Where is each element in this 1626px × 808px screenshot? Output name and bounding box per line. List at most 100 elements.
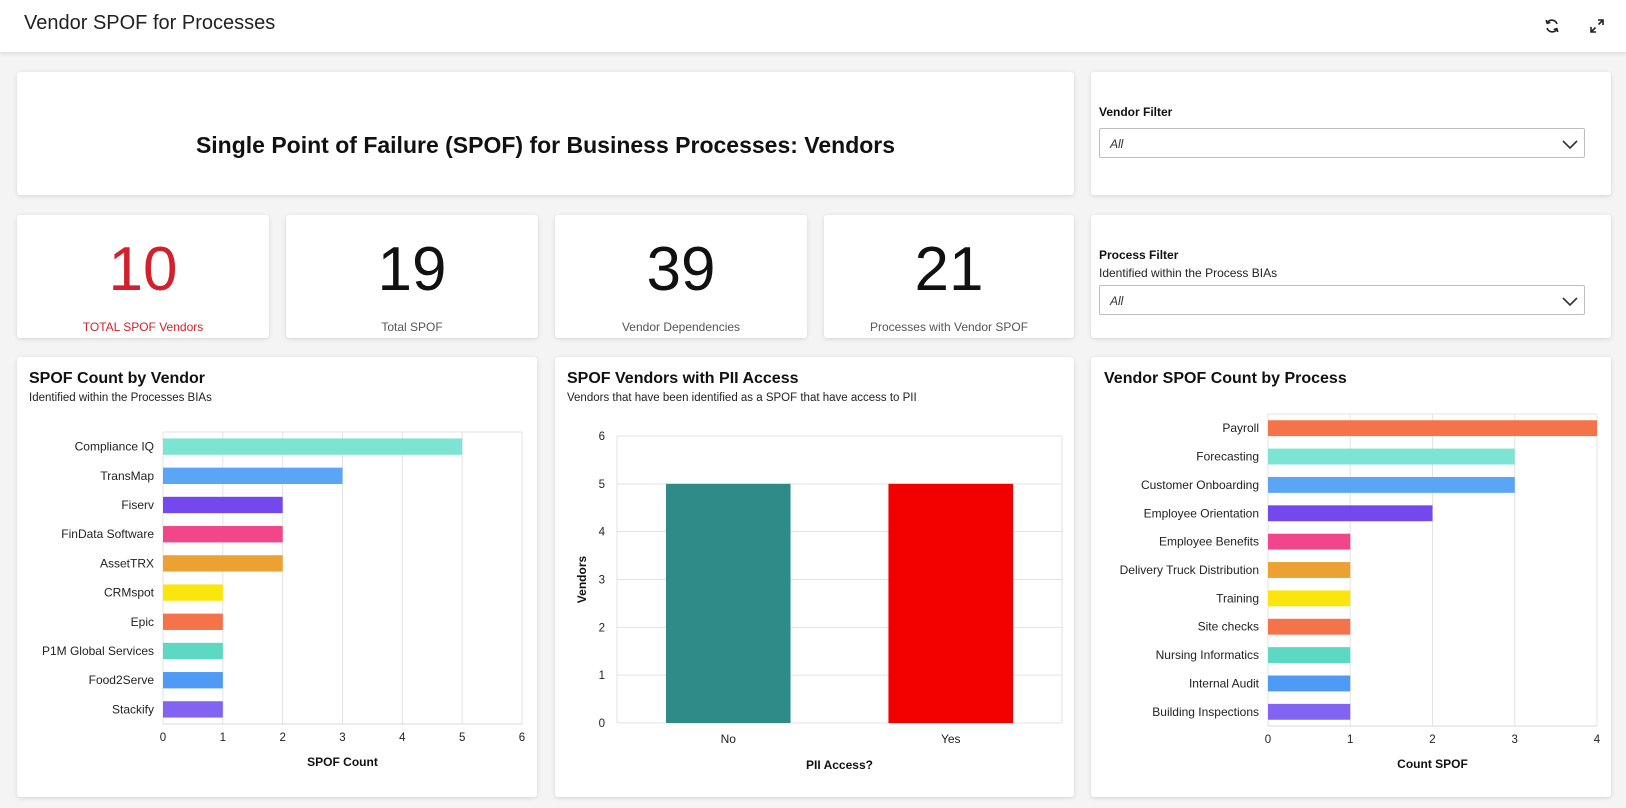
- bar[interactable]: [163, 613, 223, 630]
- chart-title: Vendor SPOF Count by Process: [1104, 370, 1347, 387]
- category-label: Building Inspections: [1152, 705, 1259, 719]
- x-tick-label: 6: [519, 732, 525, 744]
- chart-card-spof-by-vendor: SPOF Count by Vendor Identified within t…: [17, 357, 537, 797]
- bar[interactable]: [163, 642, 223, 660]
- top-bar: Vendor SPOF for Processes: [0, 0, 1626, 52]
- x-tick-label: 1: [1347, 734, 1353, 746]
- pii-access-chart: 0 1 2 3 4 5 6 No Yes PII Access? Vendors: [575, 431, 1063, 772]
- y-tick-label: 2: [599, 622, 605, 634]
- y-tick-label: 6: [599, 431, 605, 443]
- y-tick-label: 1: [599, 670, 605, 682]
- category-label: Yes: [941, 732, 961, 746]
- kpi-label: TOTAL SPOF Vendors: [82, 320, 204, 334]
- chart-card-pii-access: SPOF Vendors with PII Access Vendors tha…: [555, 357, 1074, 797]
- category-label: Stackify: [112, 702, 154, 716]
- x-tick-label: 5: [459, 732, 465, 744]
- bar[interactable]: [163, 672, 223, 689]
- expand-icon[interactable]: [1585, 14, 1609, 38]
- refresh-icon[interactable]: [1540, 14, 1564, 38]
- vendor-filter-label: Vendor Filter: [1099, 105, 1173, 119]
- x-tick-label: 3: [339, 732, 345, 744]
- bar[interactable]: [1268, 533, 1351, 550]
- kpi-value: 19: [377, 235, 447, 304]
- category-label: Compliance IQ: [75, 440, 154, 454]
- bar[interactable]: [1268, 476, 1515, 493]
- bar[interactable]: [1268, 562, 1351, 578]
- kpi-label: Processes with Vendor SPOF: [869, 320, 1029, 334]
- bar[interactable]: [1268, 448, 1515, 465]
- kpi-card-vendor-dependencies: 39 Vendor Dependencies: [555, 215, 807, 338]
- bar[interactable]: [1268, 505, 1433, 522]
- chevron-down-icon: [1562, 140, 1578, 150]
- bar[interactable]: [888, 483, 1014, 723]
- bar[interactable]: [1268, 675, 1351, 692]
- bar[interactable]: [1268, 590, 1351, 607]
- category-label: Nursing Informatics: [1156, 648, 1259, 662]
- y-tick-label: 0: [599, 718, 605, 730]
- bar[interactable]: [163, 467, 343, 484]
- category-label: CRMspot: [104, 586, 155, 600]
- y-tick-label: 5: [599, 479, 605, 491]
- kpi-label: Vendor Dependencies: [621, 320, 741, 334]
- kpi-card-processes-with-spof: 21 Processes with Vendor SPOF: [824, 215, 1074, 338]
- chart-subtitle: Vendors that have been identified as a S…: [567, 392, 917, 404]
- bar[interactable]: [1268, 618, 1351, 635]
- vendor-filter-card: Vendor Filter All: [1091, 72, 1611, 195]
- spof-by-process-chart: 0 1 2 3 4 Payroll Forecasting Customer Onboardi…: [1120, 413, 1601, 771]
- category-label: Forecasting: [1196, 450, 1259, 464]
- process-filter-select[interactable]: All: [1099, 285, 1585, 315]
- category-label: Delivery Truck Distribution: [1120, 563, 1259, 577]
- spof-by-vendor-chart: 0 1 2 3 4 5 6 Compliance IQ TransMap Fiserv FinDat…: [42, 431, 525, 769]
- process-filter-value: All: [1110, 294, 1124, 308]
- bar[interactable]: [163, 584, 223, 601]
- bar[interactable]: [163, 526, 283, 543]
- kpi-value: 39: [646, 235, 716, 304]
- category-label: Training: [1216, 591, 1259, 605]
- x-axis-title: SPOF Count: [307, 755, 378, 769]
- category-label: Employee Orientation: [1144, 506, 1259, 520]
- chevron-down-icon: [1562, 297, 1578, 307]
- process-filter-card: Process Filter Identified within the Pro…: [1091, 215, 1611, 338]
- bar[interactable]: [1268, 420, 1597, 437]
- bar[interactable]: [1268, 647, 1351, 664]
- process-filter-subtitle: Identified within the Process BIAs: [1099, 266, 1278, 280]
- banner-title: Single Point of Failure (SPOF) for Busin…: [195, 132, 896, 158]
- bar[interactable]: [163, 438, 463, 455]
- x-axis-title: PII Access?: [806, 758, 873, 772]
- category-label: TransMap: [100, 469, 154, 483]
- x-tick-label: 0: [1265, 734, 1271, 746]
- category-label: Customer Onboarding: [1141, 478, 1259, 492]
- chart-title: SPOF Vendors with PII Access: [567, 370, 799, 387]
- x-tick-label: 4: [1594, 734, 1601, 746]
- category-label: No: [721, 732, 737, 746]
- kpi-card-spof-vendors: 10 TOTAL SPOF Vendors: [17, 215, 269, 338]
- x-tick-label: 2: [279, 732, 285, 744]
- bar[interactable]: [163, 701, 223, 718]
- category-label: Epic: [131, 615, 154, 629]
- process-filter-label: Process Filter: [1099, 248, 1179, 262]
- category-label: Employee Benefits: [1159, 535, 1259, 549]
- x-tick-label: 3: [1512, 734, 1518, 746]
- x-tick-label: 4: [399, 732, 406, 744]
- x-tick-label: 1: [220, 732, 226, 744]
- bar[interactable]: [1268, 703, 1351, 720]
- bar[interactable]: [163, 496, 283, 514]
- kpi-value: 21: [914, 235, 984, 304]
- category-label: Site checks: [1198, 620, 1259, 634]
- x-tick-label: 2: [1429, 734, 1435, 746]
- page-title: Vendor SPOF for Processes: [24, 12, 276, 34]
- kpi-label: Total SPOF: [381, 320, 443, 334]
- category-label: AssetTRX: [100, 556, 154, 570]
- vendor-filter-value: All: [1110, 137, 1124, 151]
- vendor-filter-select[interactable]: All: [1099, 128, 1585, 158]
- y-axis-title: Vendors: [575, 556, 589, 604]
- category-label: Food2Serve: [89, 673, 155, 687]
- x-tick-label: 0: [160, 732, 166, 744]
- chart-title: SPOF Count by Vendor: [29, 370, 206, 387]
- bar[interactable]: [163, 555, 283, 572]
- bar[interactable]: [665, 483, 791, 723]
- category-label: Fiserv: [121, 498, 154, 512]
- category-label: Payroll: [1222, 421, 1259, 435]
- y-tick-label: 3: [599, 575, 605, 587]
- banner-card: Single Point of Failure (SPOF) for Busin…: [17, 72, 1074, 195]
